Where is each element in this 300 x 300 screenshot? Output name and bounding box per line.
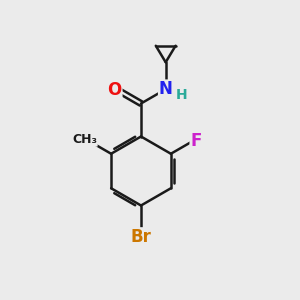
Text: H: H xyxy=(176,88,187,102)
Text: CH₃: CH₃ xyxy=(72,133,97,146)
Text: Br: Br xyxy=(130,228,152,246)
Text: N: N xyxy=(159,80,172,98)
Text: O: O xyxy=(107,81,122,99)
Text: F: F xyxy=(190,132,202,150)
